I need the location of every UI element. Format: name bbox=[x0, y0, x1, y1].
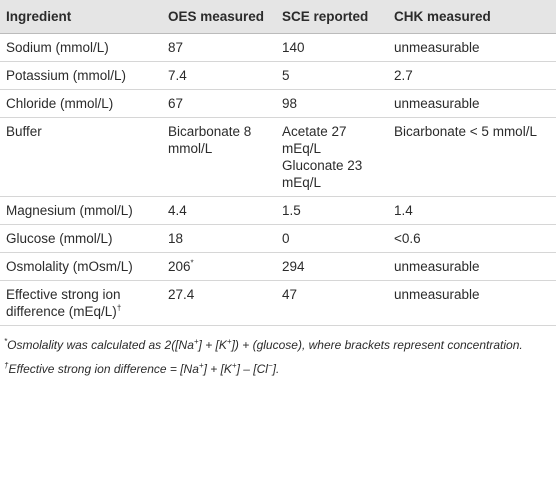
table-cell: Chloride (mmol/L) bbox=[0, 89, 162, 118]
table-cell: unmeasurable bbox=[388, 89, 556, 118]
table-cell: Acetate 27 mEq/L Gluconate 23 mEq/L bbox=[276, 117, 388, 197]
table-cell: 206* bbox=[162, 252, 276, 281]
cell-line: Acetate 27 mEq/L bbox=[282, 124, 347, 156]
table-row: Osmolality (mOsm/L) 206* 294 unmeasurable bbox=[0, 252, 556, 281]
footnote-mark: † bbox=[116, 303, 122, 313]
table-cell: unmeasurable bbox=[388, 280, 556, 326]
footnote-mark: * bbox=[4, 337, 8, 346]
table-cell: 5 bbox=[276, 61, 388, 90]
table-cell: 98 bbox=[276, 89, 388, 118]
footnotes: *Osmolality was calculated as 2([Na+] + … bbox=[0, 326, 556, 378]
superscript: + bbox=[226, 337, 232, 346]
superscript: − bbox=[267, 361, 273, 370]
column-header: OES measured bbox=[162, 0, 276, 34]
table-cell: <0.6 bbox=[388, 224, 556, 253]
table-cell: 7.4 bbox=[162, 61, 276, 90]
column-header: Ingredient bbox=[0, 0, 162, 34]
table-cell: Bicarbonate 8 mmol/L bbox=[162, 117, 276, 197]
superscript: + bbox=[198, 361, 204, 370]
footnote-text: ]. bbox=[272, 362, 280, 376]
table-cell: 18 bbox=[162, 224, 276, 253]
footnote-mark: * bbox=[190, 258, 194, 268]
table-row: Potassium (mmol/L) 7.4 5 2.7 bbox=[0, 61, 556, 90]
footnote-text: ]) + (glucose), where brackets represent… bbox=[231, 338, 523, 352]
footnote-text: ] + [K bbox=[198, 338, 227, 352]
table-cell: 1.4 bbox=[388, 196, 556, 225]
header-row: Ingredient OES measured SCE reported CHK me… bbox=[0, 0, 556, 34]
table-body: Sodium (mmol/L) 87 140 unmeasurable Potassiu… bbox=[0, 33, 556, 326]
table-cell: 4.4 bbox=[162, 196, 276, 225]
table-cell: 47 bbox=[276, 280, 388, 326]
table-cell: 87 bbox=[162, 33, 276, 62]
footnote-text: ] – [Cl bbox=[236, 362, 268, 376]
table-cell: Sodium (mmol/L) bbox=[0, 33, 162, 62]
cell-line: Gluconate 23 mEq/L bbox=[282, 158, 363, 190]
table-cell: Glucose (mmol/L) bbox=[0, 224, 162, 253]
footnote-mark: † bbox=[4, 361, 9, 370]
table-row: Buffer Bicarbonate 8 mmol/L Acetate 27 mEq… bbox=[0, 117, 556, 197]
table-cell: 140 bbox=[276, 33, 388, 62]
superscript: + bbox=[231, 361, 237, 370]
table-cell: Effective strong ion difference (mEq/L)† bbox=[0, 280, 162, 326]
data-table: Ingredient OES measured SCE reported CHK me… bbox=[0, 0, 556, 326]
cell-text: 206 bbox=[168, 259, 191, 274]
column-header: CHK measured bbox=[388, 0, 556, 34]
footnote: †Effective strong ion difference = [Na+]… bbox=[4, 360, 552, 378]
footnote-text: Effective strong ion difference = [Na bbox=[8, 362, 199, 376]
table-cell: 67 bbox=[162, 89, 276, 118]
table-cell: unmeasurable bbox=[388, 252, 556, 281]
footnote: *Osmolality was calculated as 2([Na+] + … bbox=[4, 336, 552, 354]
table-cell: 0 bbox=[276, 224, 388, 253]
table-cell: 1.5 bbox=[276, 196, 388, 225]
superscript: + bbox=[193, 337, 199, 346]
column-header: SCE reported bbox=[276, 0, 388, 34]
table-row: Glucose (mmol/L) 18 0 <0.6 bbox=[0, 224, 556, 253]
table-cell: 294 bbox=[276, 252, 388, 281]
table-cell: 27.4 bbox=[162, 280, 276, 326]
cell-text: Effective strong ion difference (mEq/L) bbox=[6, 287, 121, 319]
table-cell: unmeasurable bbox=[388, 33, 556, 62]
table-row: Chloride (mmol/L) 67 98 unmeasurable bbox=[0, 89, 556, 118]
footnote-text: ] + [K bbox=[203, 362, 232, 376]
table-cell: Magnesium (mmol/L) bbox=[0, 196, 162, 225]
footnote-text: Osmolality was calculated as 2([Na bbox=[7, 338, 194, 352]
table-cell: Osmolality (mOsm/L) bbox=[0, 252, 162, 281]
table-cell: Buffer bbox=[0, 117, 162, 197]
table-row: Effective strong ion difference (mEq/L)†… bbox=[0, 280, 556, 326]
table-cell: 2.7 bbox=[388, 61, 556, 90]
table-cell: Bicarbonate < 5 mmol/L bbox=[388, 117, 556, 197]
table-row: Magnesium (mmol/L) 4.4 1.5 1.4 bbox=[0, 196, 556, 225]
table-cell: Potassium (mmol/L) bbox=[0, 61, 162, 90]
table-row: Sodium (mmol/L) 87 140 unmeasurable bbox=[0, 33, 556, 62]
